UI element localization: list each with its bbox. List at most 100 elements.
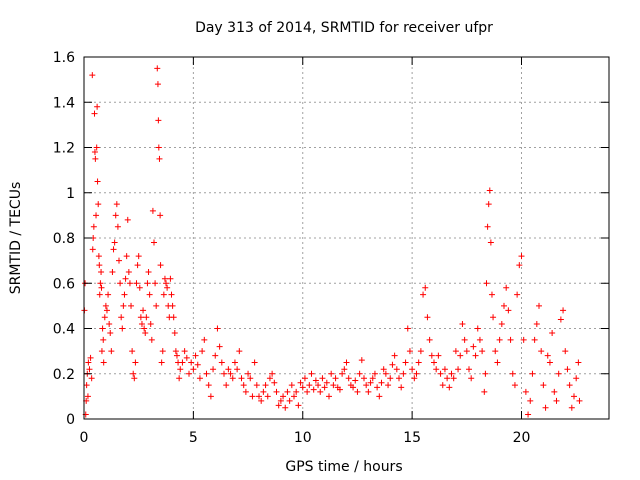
data-point: [485, 201, 492, 208]
x-tick-label: 10: [294, 430, 312, 446]
data-point: [553, 397, 560, 404]
data-point: [100, 359, 107, 366]
y-tick-label: 0: [66, 412, 75, 428]
data-point: [157, 262, 164, 269]
data-point: [560, 307, 567, 314]
data-point: [170, 314, 177, 321]
data-point: [496, 336, 503, 343]
data-point: [435, 352, 442, 359]
data-point: [260, 388, 267, 395]
data-point: [426, 336, 433, 343]
data-point: [402, 359, 409, 366]
data-point: [514, 291, 521, 298]
data-point: [207, 393, 214, 400]
data-point: [111, 239, 118, 246]
data-point: [494, 359, 501, 366]
data-point: [420, 291, 427, 298]
data-point: [424, 314, 431, 321]
data-point: [328, 370, 335, 377]
data-point: [144, 280, 151, 287]
data-point: [393, 366, 400, 373]
data-point: [450, 375, 457, 382]
data-point: [332, 375, 339, 382]
data-point: [461, 336, 468, 343]
data-point: [122, 275, 129, 282]
data-point: [131, 375, 138, 382]
data-point: [186, 370, 192, 377]
data-point: [564, 366, 571, 373]
data-point: [573, 375, 580, 382]
data-point: [422, 284, 429, 291]
data-point: [169, 302, 176, 309]
data-point: [96, 262, 103, 269]
data-point: [376, 393, 383, 400]
y-tick-label: 0.4: [53, 322, 75, 338]
data-point: [319, 375, 326, 382]
data-point: [476, 336, 483, 343]
data-point: [147, 320, 154, 327]
data-point: [511, 382, 518, 389]
data-point: [507, 336, 514, 343]
data-point: [126, 280, 133, 287]
data-point: [87, 354, 94, 361]
data-point: [470, 343, 477, 350]
data-point: [157, 212, 164, 219]
data-point: [326, 393, 332, 400]
data-point: [96, 291, 103, 298]
data-point: [216, 343, 223, 350]
data-point: [247, 375, 254, 382]
data-point: [439, 382, 446, 389]
data-point: [437, 370, 444, 377]
data-point: [143, 314, 150, 321]
data-point: [468, 375, 475, 382]
data-point: [107, 330, 114, 337]
data-point: [361, 375, 367, 382]
data-point: [201, 336, 208, 343]
data-point: [156, 155, 163, 162]
data-point: [275, 402, 282, 409]
data-point: [288, 382, 295, 389]
data-point: [538, 348, 545, 355]
data-point: [522, 388, 529, 395]
data-point: [177, 366, 184, 373]
data-point: [103, 307, 110, 314]
data-point: [129, 348, 136, 355]
data-point: [199, 348, 206, 355]
data-point: [352, 377, 359, 384]
data-point: [297, 379, 304, 386]
data-point: [134, 262, 141, 269]
data-point: [304, 388, 311, 395]
data-point: [223, 382, 230, 389]
data-point: [562, 348, 569, 355]
data-point: [240, 382, 247, 389]
x-tick-label: 5: [189, 430, 198, 446]
data-point: [142, 330, 149, 337]
data-point: [120, 302, 127, 309]
y-tick-label: 0.6: [53, 276, 75, 292]
data-point: [551, 388, 558, 395]
data-point: [146, 291, 153, 298]
data-point: [286, 397, 293, 404]
x-tick-label: 0: [80, 430, 89, 446]
data-point: [194, 361, 201, 368]
data-point: [474, 325, 481, 332]
data-point: [284, 388, 291, 395]
data-point: [350, 384, 357, 391]
data-point: [557, 316, 564, 323]
data-point: [488, 291, 495, 298]
data-point: [94, 103, 101, 110]
data-point: [95, 253, 102, 260]
data-point: [164, 284, 171, 291]
y-tick-label: 1.6: [53, 50, 75, 66]
data-point: [406, 348, 413, 355]
data-point: [396, 375, 402, 382]
data-point: [518, 253, 525, 260]
data-point: [310, 386, 317, 393]
data-point: [91, 110, 98, 117]
data-point: [482, 370, 489, 377]
data-point: [141, 325, 148, 332]
data-point: [299, 384, 306, 391]
x-tick-label: 20: [513, 430, 531, 446]
y-tick-label: 1.4: [53, 95, 75, 111]
